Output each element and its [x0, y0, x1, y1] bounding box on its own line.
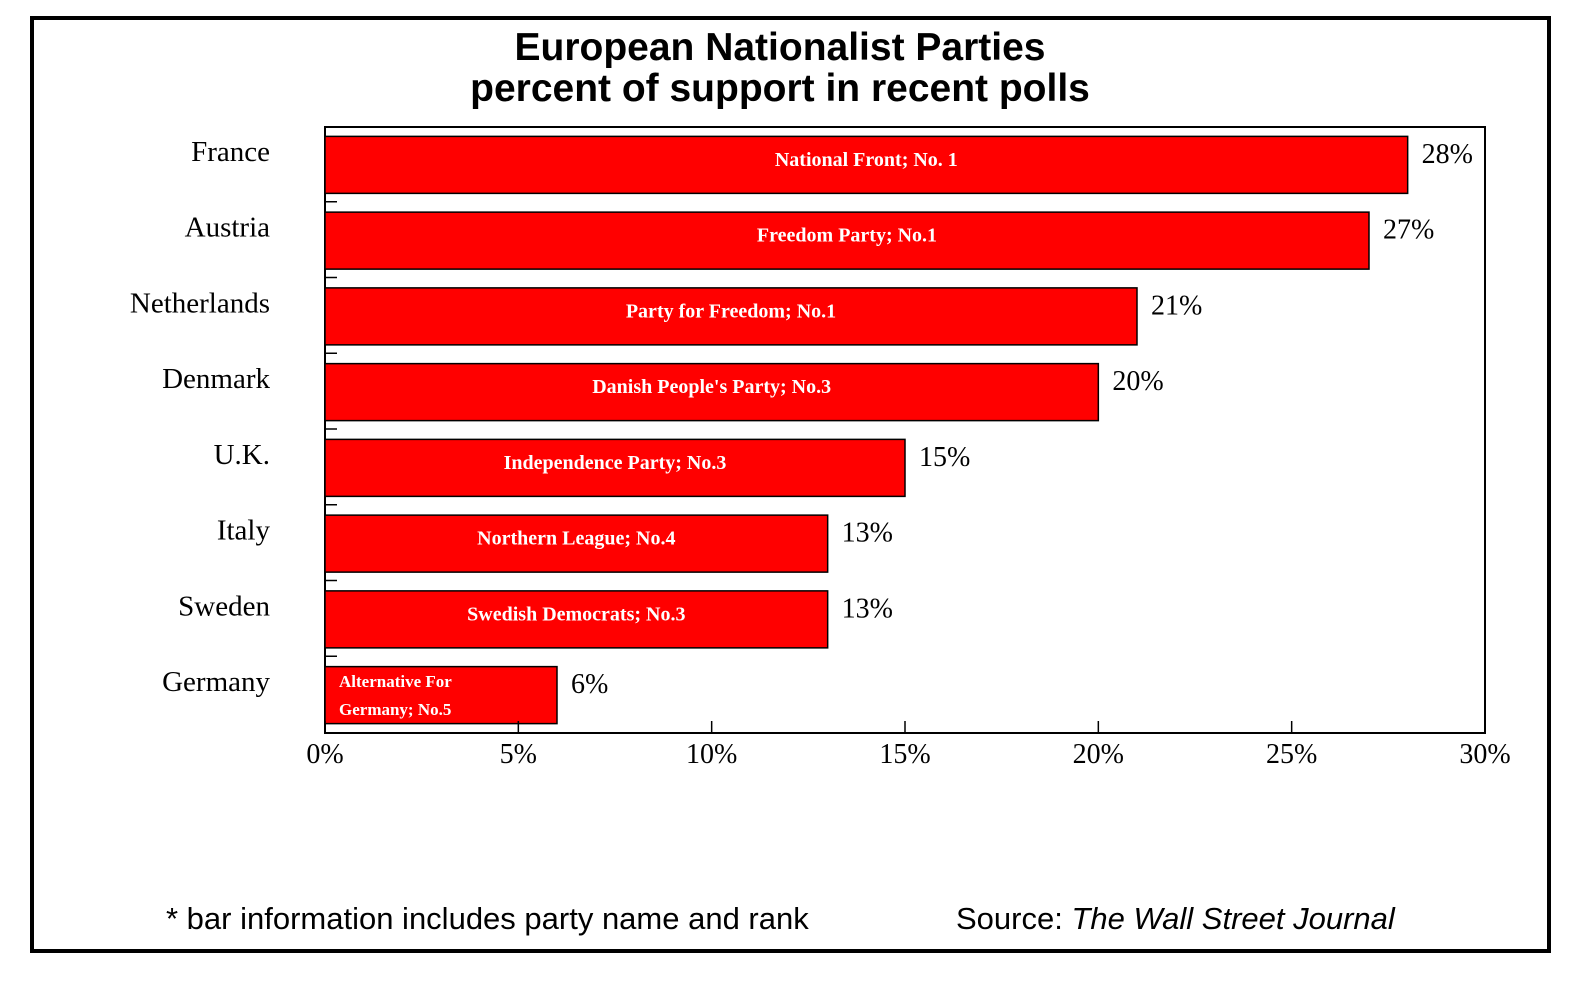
bar-label-netherlands: Party for Freedom; No.1 — [626, 300, 836, 322]
category-label-denmark: Denmark — [162, 363, 270, 395]
value-label-u-k: 15% — [919, 442, 970, 473]
bar-label-denmark: Danish People's Party; No.3 — [592, 376, 831, 398]
x-axis: 0% 5% 10% 15% 20% 25% 30% — [306, 721, 1511, 770]
x-tick-label: 20% — [1073, 739, 1124, 770]
bar-label-germany: Germany; No.5 — [339, 700, 451, 719]
value-label-france: 28% — [1422, 139, 1473, 170]
footnote: * bar information includes party name an… — [166, 901, 809, 936]
bar-france — [324, 135, 1409, 195]
bar-label-italy: Northern League; No.4 — [477, 528, 675, 550]
category-label-france: France — [191, 136, 270, 168]
value-label-italy: 13% — [842, 518, 893, 549]
bar-u-k — [324, 438, 906, 498]
x-tick-label: 15% — [879, 739, 930, 770]
category-label-germany: Germany — [162, 666, 270, 698]
bar-germany — [324, 665, 558, 725]
value-label-sweden: 13% — [842, 593, 893, 624]
x-tick-label: 30% — [1459, 739, 1510, 770]
category-label-austria: Austria — [185, 212, 271, 244]
value-label-germany: 6% — [571, 669, 608, 700]
source-name: The Wall Street Journal — [1071, 901, 1395, 936]
source-prefix: Source: — [956, 901, 1071, 936]
category-label-netherlands: Netherlands — [130, 287, 270, 319]
bar-italy — [324, 514, 829, 573]
bar-label-austria: Freedom Party; No.1 — [757, 225, 937, 247]
category-label-u-k: U.K. — [214, 439, 270, 471]
bar-denmark — [324, 362, 1100, 422]
x-tick-label: 0% — [306, 739, 343, 770]
bar-austria — [324, 211, 1370, 270]
bar-label-germany: Alternative For — [339, 672, 452, 691]
bar-label-u-k: Independence Party; No.3 — [504, 452, 727, 474]
value-label-netherlands: 21% — [1151, 290, 1202, 321]
value-label-austria: 27% — [1383, 215, 1434, 246]
chart-subtitle: percent of support in recent polls — [470, 67, 1090, 110]
bars-group: France National Front; No. 1 28% Austria Fre… — [130, 135, 1473, 725]
bar-sweden — [324, 590, 829, 649]
category-label-sweden: Sweden — [178, 590, 270, 622]
x-tick-label: 25% — [1266, 739, 1317, 770]
x-tick-label: 10% — [686, 739, 737, 770]
x-tick-label: 5% — [500, 739, 537, 770]
bar-netherlands — [324, 287, 1138, 346]
bar-label-sweden: Swedish Democrats; No.3 — [467, 603, 685, 625]
chart-title: European Nationalist Parties — [515, 26, 1046, 69]
value-label-denmark: 20% — [1112, 366, 1163, 397]
source-line: Source: The Wall Street Journal — [956, 901, 1396, 936]
category-label-italy: Italy — [217, 515, 271, 547]
bar-label-france: National Front; No. 1 — [775, 149, 958, 171]
